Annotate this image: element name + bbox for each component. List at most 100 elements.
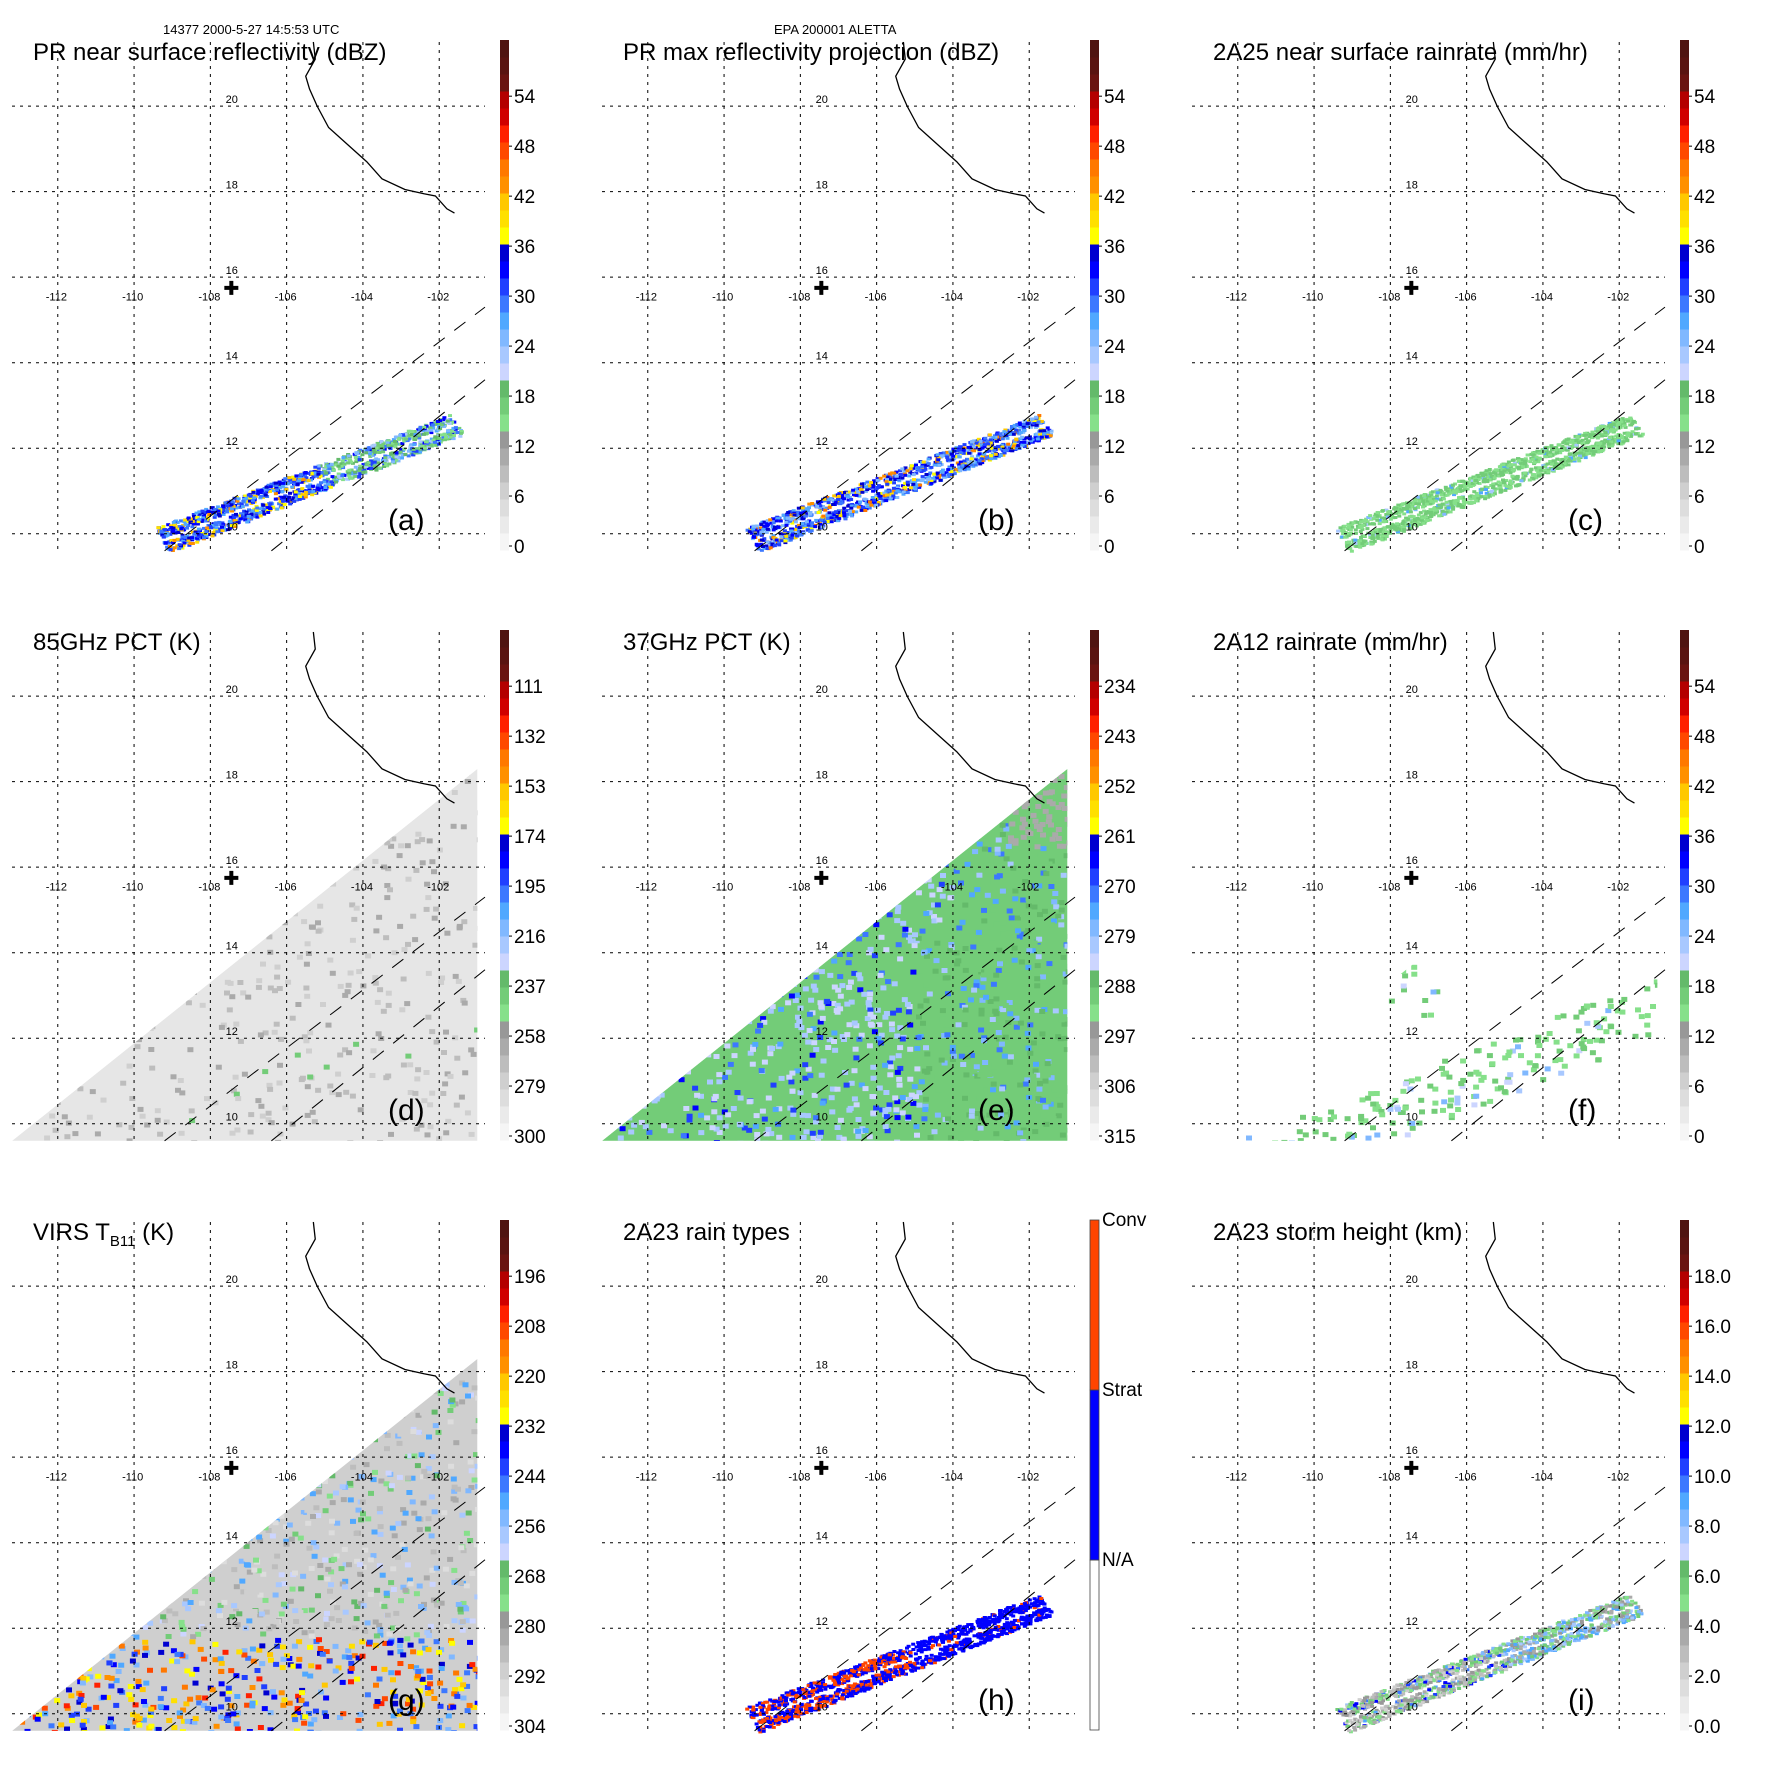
data-cell (175, 1087, 181, 1093)
data-cell (413, 436, 418, 440)
data-cell (1451, 507, 1456, 511)
data-cell (385, 990, 392, 996)
data-cell (323, 487, 328, 491)
data-cell (1595, 429, 1600, 433)
data-cell (188, 519, 193, 523)
data-cell (1491, 493, 1495, 497)
colorbar-segment (1090, 193, 1099, 211)
data-cell (808, 529, 813, 533)
data-cell (325, 482, 330, 486)
data-cell (394, 455, 399, 459)
data-cell (937, 474, 942, 477)
data-cell (233, 519, 238, 523)
data-cell (372, 980, 379, 986)
data-cell (285, 979, 292, 985)
data-cell (262, 1069, 269, 1075)
data-cell (1349, 543, 1354, 547)
data-cell (1004, 434, 1009, 438)
data-cell (767, 541, 772, 545)
colorbar-segment (1680, 499, 1689, 517)
data-cell (156, 926, 163, 932)
data-cell (262, 507, 267, 511)
data-cell (808, 512, 813, 516)
data-cell (1034, 415, 1038, 419)
data-cell (1350, 525, 1355, 529)
data-cell (459, 431, 463, 435)
data-cell (653, 1083, 660, 1089)
data-cell (835, 987, 842, 993)
data-cell (1550, 448, 1554, 452)
data-cell (292, 499, 297, 503)
data-cell (1591, 435, 1596, 439)
data-cell (789, 517, 794, 521)
data-cell (230, 1088, 237, 1094)
data-cell (828, 504, 833, 508)
data-cell (763, 527, 768, 531)
data-cell (248, 499, 252, 503)
data-cell (973, 979, 980, 985)
data-cell (344, 989, 351, 995)
data-cell (797, 532, 802, 536)
data-cell (371, 448, 376, 452)
data-cell (433, 421, 438, 425)
data-cell (796, 517, 801, 521)
data-cell (69, 1001, 76, 1007)
data-cell (1562, 440, 1567, 444)
colorbar-segment (500, 1004, 509, 1022)
data-cell (1386, 525, 1391, 529)
data-cell (413, 867, 420, 873)
data-cell (844, 514, 849, 518)
data-cell (194, 797, 201, 803)
data-cell (283, 477, 288, 481)
data-cell (779, 535, 784, 539)
data-cell (622, 1098, 628, 1104)
data-cell (1453, 482, 1458, 486)
data-cell (44, 1135, 51, 1141)
data-cell (278, 482, 283, 486)
data-cell (433, 1039, 440, 1045)
data-cell (94, 1131, 101, 1137)
data-cell (1373, 512, 1378, 516)
data-cell (415, 831, 422, 837)
data-cell (369, 1073, 376, 1078)
data-cell (113, 984, 120, 990)
data-cell (1416, 513, 1421, 517)
data-cell (793, 528, 798, 531)
data-cell (100, 1097, 107, 1103)
data-cell (1566, 457, 1571, 461)
data-cell (218, 1024, 225, 1030)
data-cell (337, 983, 344, 989)
data-cell (215, 505, 220, 509)
data-cell (232, 515, 237, 519)
data-cell (990, 1087, 996, 1093)
data-cell (211, 824, 218, 829)
data-cell (104, 973, 111, 979)
colorbar-segment (1680, 176, 1689, 194)
data-cell (779, 539, 784, 543)
data-cell (1415, 524, 1419, 528)
data-cell (149, 1024, 156, 1030)
data-cell (268, 507, 273, 510)
data-cell (304, 476, 309, 480)
data-cell (917, 468, 922, 472)
data-cell (882, 474, 887, 478)
data-cells (1336, 416, 1645, 553)
data-cell (172, 523, 177, 527)
data-cell (759, 548, 764, 552)
data-cell (903, 466, 908, 470)
data-cell (1007, 861, 1014, 867)
data-cell (180, 533, 185, 537)
data-cell (1419, 494, 1424, 498)
data-cell (1494, 474, 1499, 478)
data-cell (293, 490, 298, 494)
data-cell (1599, 424, 1603, 428)
data-cell (402, 439, 407, 443)
data-cell (174, 893, 181, 898)
colorbar-segment (500, 1072, 509, 1090)
data-cell (427, 1124, 434, 1130)
data-cell (1602, 424, 1607, 428)
data-cell (874, 493, 879, 497)
colorbar-segment (1090, 533, 1099, 551)
data-cell (354, 457, 359, 461)
data-cell (777, 540, 782, 544)
